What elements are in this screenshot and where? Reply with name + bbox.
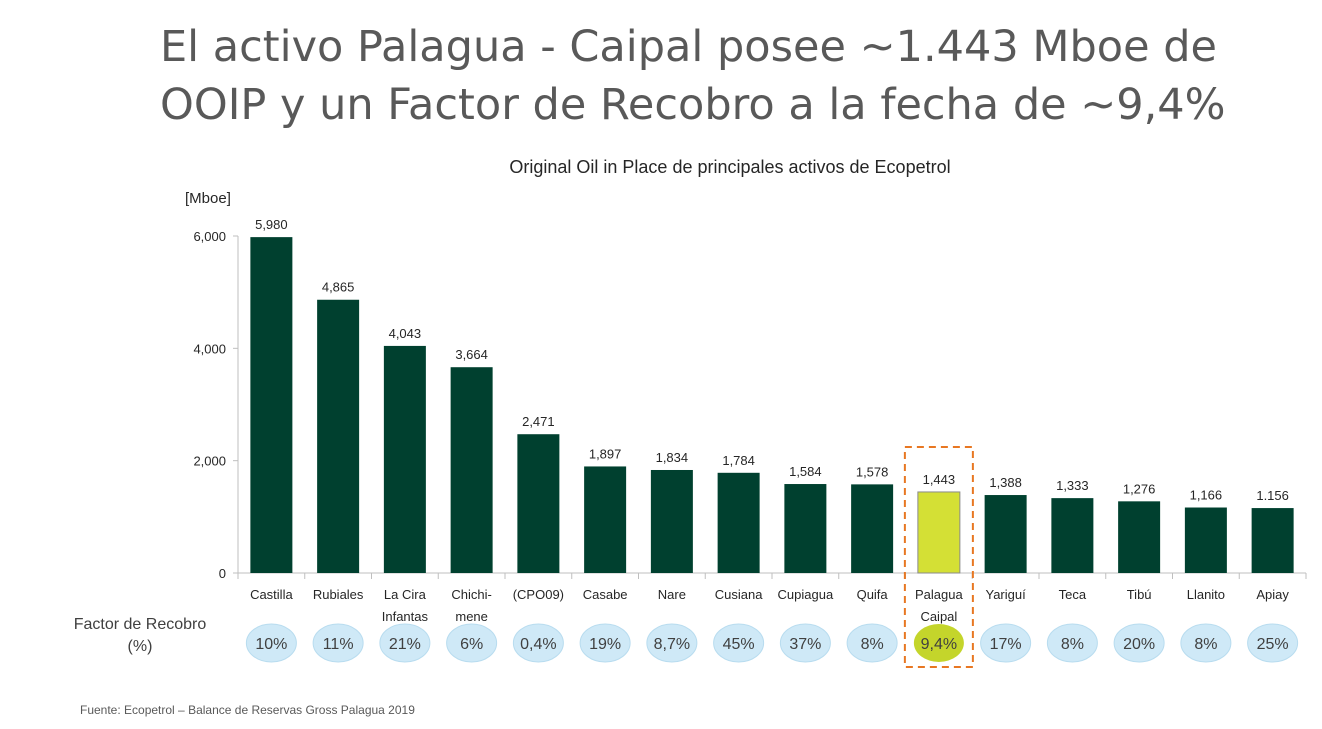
x-tick-label: Chichi- — [451, 587, 491, 602]
x-tick-label: Nare — [658, 587, 686, 602]
title-line-2: OOIP y un Factor de Recobro a la fecha d… — [160, 80, 1226, 130]
bar — [1118, 501, 1161, 573]
bar-value-label: 3,664 — [455, 347, 488, 362]
chart-title: Original Oil in Place de principales act… — [509, 157, 951, 177]
recovery-factor-label-line1: Factor de Recobro — [73, 616, 207, 633]
recovery-factor-bubble — [846, 623, 898, 663]
recovery-factor-bubble — [1046, 623, 1098, 663]
bar-value-label: 4,865 — [322, 280, 355, 295]
recovery-factor-bubble — [1180, 623, 1232, 663]
recovery-factor-value: 8% — [1194, 636, 1217, 653]
recovery-factor-value: 11% — [323, 636, 354, 653]
y-tick-label: 0 — [219, 566, 226, 581]
bar — [851, 484, 894, 573]
recovery-factor-value: 19% — [589, 636, 621, 653]
bar — [917, 491, 961, 574]
bar — [250, 237, 293, 573]
bar — [1251, 508, 1294, 573]
bar-value-label: 5,980 — [255, 217, 288, 232]
bar-value-label: 1,784 — [722, 453, 755, 468]
x-tick-label: Apiay — [1256, 587, 1289, 602]
bar — [1184, 507, 1227, 573]
x-tick-label: Yariguí — [986, 587, 1027, 602]
recovery-factor-value: 9,4% — [921, 636, 957, 653]
bar-value-label: 2,471 — [522, 414, 555, 429]
recovery-factor-bubble — [512, 623, 564, 663]
bar-value-label: 1,443 — [923, 472, 956, 487]
bar — [517, 434, 560, 573]
recovery-factor-bubble — [1113, 623, 1165, 663]
x-tick-label: Tibú — [1127, 587, 1152, 602]
bar — [984, 495, 1027, 573]
bar-value-label: 1,166 — [1190, 488, 1223, 503]
x-tick-label: Cusiana — [715, 587, 763, 602]
bar-value-label: 4,043 — [389, 326, 422, 341]
bar-value-label: 1,276 — [1123, 481, 1156, 496]
x-tick-label: Casabe — [583, 587, 628, 602]
bar-value-label: 1.156 — [1256, 488, 1289, 503]
x-tick-label: La Cira — [384, 587, 427, 602]
x-tick-label: (CPO09) — [513, 587, 564, 602]
x-tick-label: Teca — [1059, 587, 1087, 602]
page-title: El activo Palagua - Caipal posee ~1.443 … — [160, 18, 1310, 134]
recovery-factor-value: 8% — [1061, 636, 1084, 653]
x-tick-label: Rubiales — [313, 587, 364, 602]
bar-value-label: 1,897 — [589, 446, 622, 461]
bar — [650, 469, 693, 573]
x-tick-label: Caipal — [920, 609, 957, 624]
x-tick-label: Llanito — [1187, 587, 1225, 602]
recovery-factor-bubble — [646, 623, 698, 663]
bar-value-label: 1,578 — [856, 464, 889, 479]
source-note: Fuente: Ecopetrol – Balance de Reservas … — [80, 703, 415, 717]
x-tick-label: Infantas — [382, 609, 429, 624]
x-tick-label: Cupiagua — [778, 587, 834, 602]
recovery-factor-label-line2: (%) — [127, 638, 153, 655]
recovery-factor-value: 45% — [723, 636, 755, 653]
bar-value-label: 1,584 — [789, 464, 822, 479]
recovery-factor-bubble — [446, 623, 498, 663]
recovery-factor-bubble — [713, 623, 765, 663]
y-axis-unit-label: [Mboe] — [185, 190, 231, 207]
recovery-factor-value: 37% — [789, 636, 821, 653]
bar — [717, 472, 760, 573]
recovery-factor-value: 25% — [1257, 636, 1289, 653]
bar — [383, 345, 426, 573]
x-tick-label: Palagua — [915, 587, 963, 602]
bar-value-label: 1,388 — [989, 475, 1022, 490]
recovery-factor-label: Factor de Recobro (%) — [60, 614, 220, 658]
recovery-factor-value: 10% — [255, 636, 287, 653]
bar-value-label: 1,333 — [1056, 478, 1089, 493]
y-tick-label: 6,000 — [193, 229, 226, 244]
recovery-factor-bubble — [913, 624, 964, 662]
recovery-factor-bubble — [379, 623, 431, 663]
recovery-factor-bubble — [1247, 623, 1299, 663]
recovery-factor-bubble — [579, 623, 631, 663]
recovery-factor-value: 8,7% — [654, 636, 690, 653]
recovery-factor-bubble — [779, 623, 831, 663]
bar — [784, 484, 827, 573]
recovery-factor-bubble — [245, 623, 297, 663]
x-tick-label: mene — [455, 609, 488, 624]
recovery-factor-value: 0,4% — [520, 636, 556, 653]
recovery-factor-value: 21% — [389, 636, 421, 653]
bar — [1051, 498, 1094, 573]
y-tick-label: 4,000 — [193, 341, 226, 356]
bar — [450, 367, 493, 573]
x-tick-label: Quifa — [857, 587, 889, 602]
recovery-factor-value: 8% — [861, 636, 884, 653]
recovery-factor-bubble — [312, 623, 364, 663]
bar — [317, 299, 360, 573]
recovery-factor-value: 6% — [460, 636, 483, 653]
bar — [584, 466, 627, 573]
title-line-1: El activo Palagua - Caipal posee ~1.443 … — [160, 22, 1217, 72]
y-tick-label: 2,000 — [193, 454, 226, 469]
bar-value-label: 1,834 — [656, 450, 689, 465]
recovery-factor-value: 20% — [1123, 636, 1155, 653]
recovery-factor-bubble — [980, 623, 1032, 663]
recovery-factor-value: 17% — [990, 636, 1022, 653]
x-tick-label: Castilla — [250, 587, 293, 602]
